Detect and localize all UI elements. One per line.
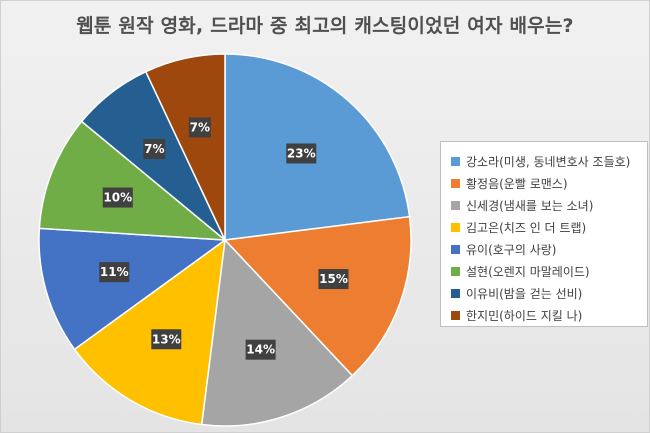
data-label-text: 15% xyxy=(319,272,348,286)
data-label-box xyxy=(102,187,133,208)
legend-label: 김고은(치즈 인 더 트랩) xyxy=(466,220,587,235)
legend-label: 설현(오렌지 마말레이드) xyxy=(466,264,590,279)
data-label: 13% xyxy=(151,329,182,350)
data-label-text: 7% xyxy=(190,120,210,134)
pie-slice xyxy=(200,238,354,427)
pie-slice xyxy=(38,120,228,241)
pie-slice xyxy=(38,227,228,351)
data-label-text: 23% xyxy=(287,146,316,160)
data-label-box xyxy=(245,339,276,360)
legend-item: 황정음(운빨 로맨스) xyxy=(451,172,647,194)
data-label: 11% xyxy=(99,262,130,283)
data-label-box xyxy=(318,269,349,290)
legend-swatch xyxy=(451,266,460,276)
legend-item: 설현(오렌지 마말레이드) xyxy=(451,260,647,282)
data-label-box xyxy=(151,329,182,350)
data-label: 10% xyxy=(102,187,133,208)
legend-label: 이유비(밤을 걷는 선비) xyxy=(466,286,583,301)
data-label-text: 14% xyxy=(246,343,275,357)
data-label-box xyxy=(143,138,166,159)
data-label: 7% xyxy=(188,117,211,138)
data-label: 15% xyxy=(318,269,349,290)
legend-swatch xyxy=(451,244,460,254)
legend-swatch xyxy=(451,310,460,320)
legend-swatch xyxy=(451,288,460,298)
data-label: 7% xyxy=(143,138,166,159)
pie-slice xyxy=(223,215,412,377)
legend-label: 강소라(미생, 동네변호사 조들호) xyxy=(466,154,631,169)
pie-slice xyxy=(73,238,226,426)
legend-item: 신세경(냄새를 보는 소녀) xyxy=(451,194,647,216)
legend-item: 김고은(치즈 인 더 트랩) xyxy=(451,216,647,238)
legend-label: 신세경(냄새를 보는 소녀) xyxy=(466,198,594,213)
legend-label: 황정음(운빨 로맨스) xyxy=(466,176,568,191)
data-label: 23% xyxy=(286,143,317,164)
legend-item: 한지민(하이드 지킬 나) xyxy=(451,304,647,326)
chart-title: 웹툰 원작 영화, 드라마 중 최고의 캐스팅이었던 여자 배우는? xyxy=(76,15,574,37)
data-label-text: 7% xyxy=(144,142,164,156)
data-label-text: 11% xyxy=(100,265,129,279)
data-label-box xyxy=(286,143,317,164)
legend-swatch xyxy=(451,222,460,232)
legend-label: 한지민(하이드 지킬 나) xyxy=(466,308,583,323)
pie-slice xyxy=(224,53,411,241)
legend-label: 유이(호구의 사랑) xyxy=(466,242,557,257)
legend-swatch xyxy=(451,200,460,210)
data-label-text: 13% xyxy=(152,332,181,346)
legend-swatch xyxy=(451,156,460,166)
data-label: 14% xyxy=(245,339,276,360)
legend: 강소라(미생, 동네변호사 조들호) 황정음(운빨 로맨스) 신세경(냄새를 보는 … xyxy=(440,141,648,327)
legend-item: 강소라(미생, 동네변호사 조들호) xyxy=(451,150,647,172)
pie-slice xyxy=(144,53,226,241)
data-label-text: 10% xyxy=(103,191,132,205)
legend-item: 유이(호구의 사랑) xyxy=(451,238,647,260)
legend-item: 이유비(밤을 걷는 선비) xyxy=(451,282,647,304)
legend-swatch xyxy=(451,178,460,188)
data-label-box xyxy=(188,117,211,138)
data-label-box xyxy=(99,262,130,283)
